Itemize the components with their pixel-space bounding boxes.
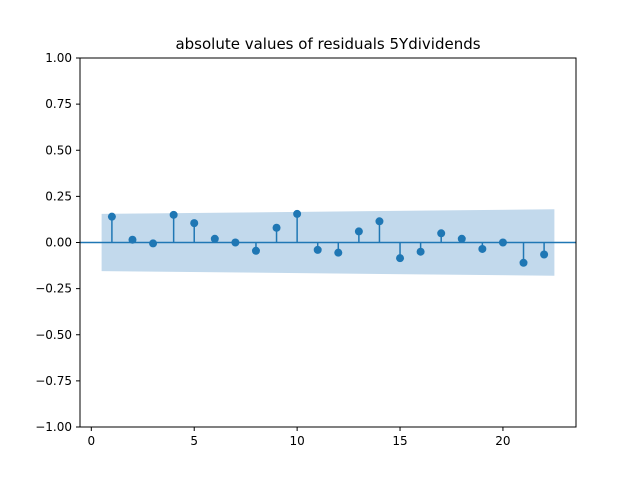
stem-marker xyxy=(396,254,405,263)
y-tick-label: −1.00 xyxy=(35,420,72,434)
stem-marker xyxy=(540,250,549,259)
plot-area xyxy=(80,209,576,276)
chart-title: absolute values of residuals 5Ydividends xyxy=(175,35,480,53)
y-tick-label: 0.00 xyxy=(45,236,72,250)
stem-marker xyxy=(519,258,528,267)
stem-marker xyxy=(313,245,322,254)
stem-marker xyxy=(128,235,137,244)
stem-marker xyxy=(437,229,446,238)
y-tick-label: 0.75 xyxy=(45,97,72,111)
y-tick-label: −0.50 xyxy=(35,328,72,342)
y-axis: −1.00 −0.75 −0.50 −0.25 0.00 0.25 0.50 0.75 1.00 xyxy=(35,51,80,434)
stem-marker xyxy=(478,244,487,253)
y-tick-label: −0.25 xyxy=(35,282,72,296)
stem-marker xyxy=(334,248,343,257)
stem-marker xyxy=(107,212,116,221)
stem-marker xyxy=(293,209,302,218)
stem-marker xyxy=(457,234,466,243)
y-tick-label: 1.00 xyxy=(45,51,72,65)
axes-frame xyxy=(79,57,577,428)
y-tick-label: −0.75 xyxy=(35,374,72,388)
stem-marker xyxy=(169,210,178,219)
stem-marker xyxy=(272,223,281,232)
x-axis: 0 5 10 15 20 xyxy=(87,427,511,448)
stem-marker xyxy=(210,234,219,243)
stem-marker xyxy=(354,227,363,236)
x-tick-label: 15 xyxy=(392,434,407,448)
x-tick-label: 10 xyxy=(289,434,304,448)
stem-marker xyxy=(416,247,425,256)
stem-marker xyxy=(375,217,384,226)
stem-marker xyxy=(251,246,260,255)
y-tick-label: 0.25 xyxy=(45,189,72,203)
stem-marker xyxy=(498,238,507,247)
x-tick-label: 20 xyxy=(495,434,510,448)
y-tick-label: 0.50 xyxy=(45,143,72,157)
stem-marker xyxy=(231,238,240,247)
stem-marker xyxy=(190,219,199,228)
x-tick-label: 5 xyxy=(190,434,198,448)
x-tick-label: 0 xyxy=(87,434,95,448)
stem-marker xyxy=(149,239,158,248)
